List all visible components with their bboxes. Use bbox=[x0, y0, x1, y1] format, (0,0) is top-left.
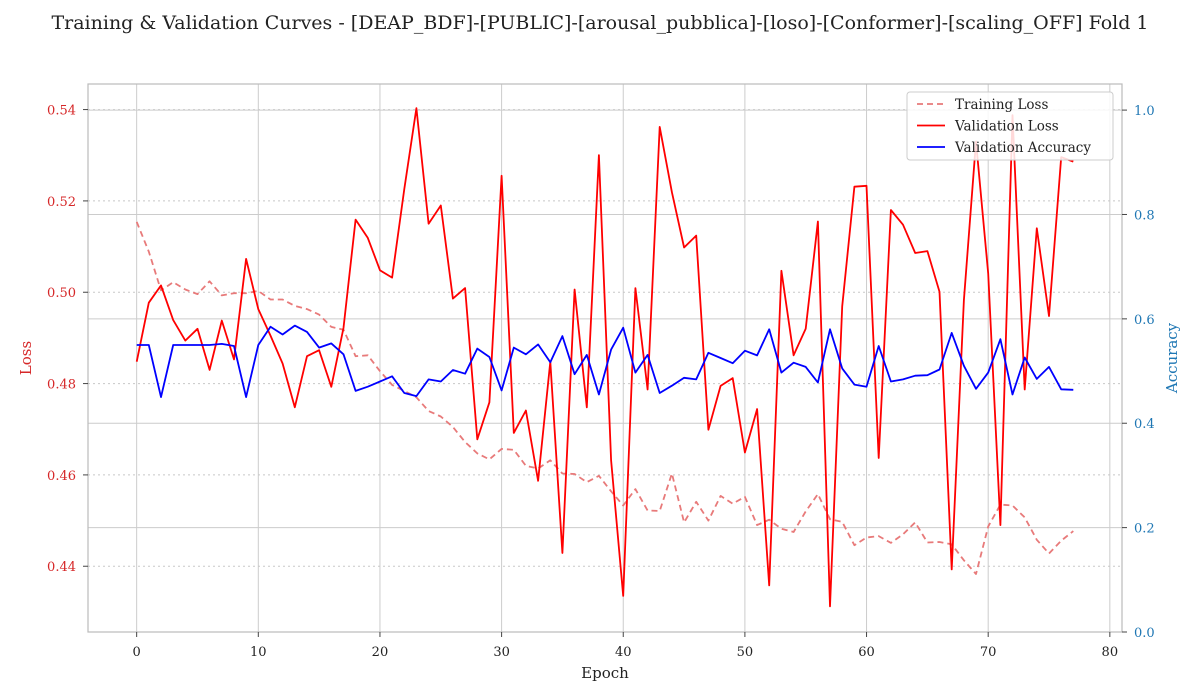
legend-label: Validation Loss bbox=[954, 119, 1059, 135]
legend: Training Loss Validation Loss Validation A… bbox=[906, 91, 1114, 161]
right-y-tick-label: 0.6 bbox=[1134, 313, 1155, 328]
right-y-tick-label: 0.0 bbox=[1134, 626, 1155, 641]
legend-box bbox=[906, 91, 1114, 161]
x-tick-label: 70 bbox=[980, 645, 997, 660]
x-tick-label: 0 bbox=[133, 645, 141, 660]
x-tick-label: 50 bbox=[737, 645, 754, 660]
x-tick-label: 80 bbox=[1102, 645, 1119, 660]
axis-ticks: 0 10 20 30 40 50 60 70 80 0.44 0.46 0.48 0.50 0.52 0.5… bbox=[47, 104, 1155, 660]
series-lines bbox=[135, 107, 1074, 608]
left-y-tick-label: 0.44 bbox=[47, 560, 76, 575]
plot-frame bbox=[87, 83, 1123, 633]
validation-accuracy-line bbox=[136, 324, 1074, 399]
right-y-tick-label: 1.0 bbox=[1134, 104, 1155, 119]
legend-label: Training Loss bbox=[955, 97, 1048, 113]
grid-lines bbox=[88, 84, 1122, 633]
plot-border bbox=[87, 83, 1123, 633]
x-axis-label: Epoch bbox=[581, 664, 629, 682]
validation-loss-line bbox=[135, 107, 1074, 608]
left-y-tick-label: 0.48 bbox=[47, 378, 76, 393]
training-loss-line bbox=[135, 221, 1074, 575]
x-tick-label: 10 bbox=[250, 645, 267, 660]
y-axis-label-right: Accuracy bbox=[1163, 322, 1181, 394]
left-y-tick-label: 0.52 bbox=[47, 195, 76, 210]
left-y-tick-label: 0.50 bbox=[47, 286, 76, 301]
x-tick-label: 20 bbox=[372, 645, 389, 660]
x-tick-label: 40 bbox=[615, 645, 632, 660]
chart-title: Training & Validation Curves - [DEAP_BDF… bbox=[51, 12, 1149, 34]
x-tick-label: 30 bbox=[493, 645, 510, 660]
right-y-tick-label: 0.2 bbox=[1134, 522, 1155, 537]
y-axis-label-left: Loss bbox=[17, 341, 35, 375]
x-tick-label: 60 bbox=[858, 645, 875, 660]
right-y-tick-label: 0.8 bbox=[1134, 208, 1155, 223]
left-y-tick-label: 0.46 bbox=[47, 469, 76, 484]
left-y-tick-label: 0.54 bbox=[47, 104, 76, 119]
right-y-tick-label: 0.4 bbox=[1134, 417, 1155, 432]
legend-label: Validation Accuracy bbox=[954, 140, 1091, 156]
